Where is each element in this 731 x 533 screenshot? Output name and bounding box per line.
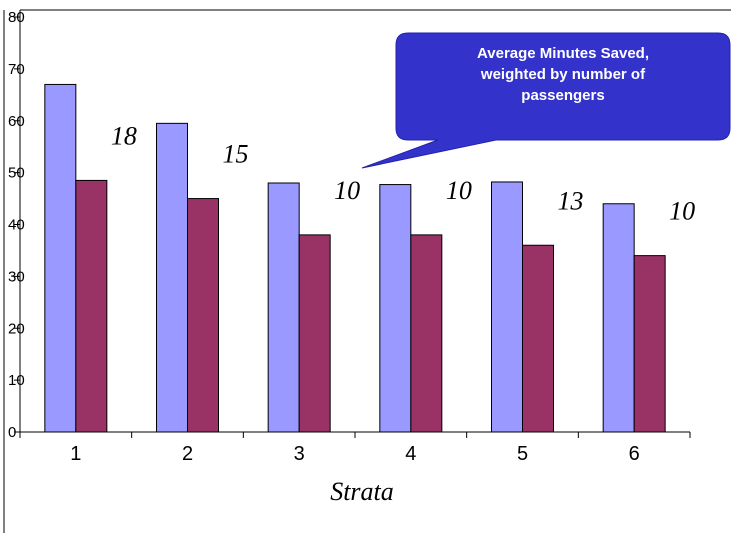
x-tick-label: 6 xyxy=(629,443,640,465)
y-tick-label: 20 xyxy=(8,320,25,337)
x-tick-label: 2 xyxy=(182,443,193,465)
y-tick-label: 0 xyxy=(8,424,16,441)
callout-line-3: passengers xyxy=(521,87,604,104)
y-tick-label: 50 xyxy=(8,165,25,182)
callout: Average Minutes Saved, weighted by numbe… xyxy=(361,32,731,169)
bar-series-2 xyxy=(187,198,219,433)
minutes-saved-label: 13 xyxy=(558,186,584,215)
bars xyxy=(44,83,666,433)
bar-series-1 xyxy=(602,203,635,433)
minutes-saved-label: 10 xyxy=(334,176,360,205)
minutes-saved-label: 10 xyxy=(669,197,695,226)
x-axis-ticks: 1 2 3 4 5 6 xyxy=(19,432,691,465)
callout-line-1: Average Minutes Saved, xyxy=(477,45,649,62)
x-tick-label: 3 xyxy=(294,443,305,465)
x-tick-label: 4 xyxy=(405,443,416,465)
y-tick-label: 80 xyxy=(8,9,25,26)
y-tick-label: 40 xyxy=(8,217,25,234)
bar-series-2 xyxy=(633,255,666,433)
callout-balloon xyxy=(361,32,731,169)
y-axis-ticks: 0 10 20 30 40 50 60 70 80 xyxy=(8,9,25,441)
callout-line-2: weighted by number of xyxy=(480,66,646,83)
minutes-saved-label: 18 xyxy=(111,121,137,150)
x-axis-title: Strata xyxy=(330,477,394,506)
x-tick-label: 1 xyxy=(70,443,81,465)
bar-series-1 xyxy=(44,83,77,433)
bar-series-1 xyxy=(156,122,188,433)
y-tick-label: 30 xyxy=(8,268,25,285)
y-tick-label: 70 xyxy=(8,61,25,78)
y-tick-label: 60 xyxy=(8,113,25,130)
bar-series-1 xyxy=(491,181,523,433)
minutes-saved-label: 10 xyxy=(446,176,472,205)
data-labels: 18 15 10 10 13 10 xyxy=(111,121,695,225)
bar-series-1 xyxy=(379,184,412,433)
bar-series-1 xyxy=(267,182,300,433)
bar-series-2 xyxy=(522,244,554,433)
bar-series-2 xyxy=(75,179,108,433)
y-tick-label: 10 xyxy=(8,372,25,389)
x-tick-label: 5 xyxy=(517,443,528,465)
bar-series-2 xyxy=(410,234,443,433)
minutes-saved-label: 15 xyxy=(223,140,249,169)
bar-series-2 xyxy=(298,234,331,433)
